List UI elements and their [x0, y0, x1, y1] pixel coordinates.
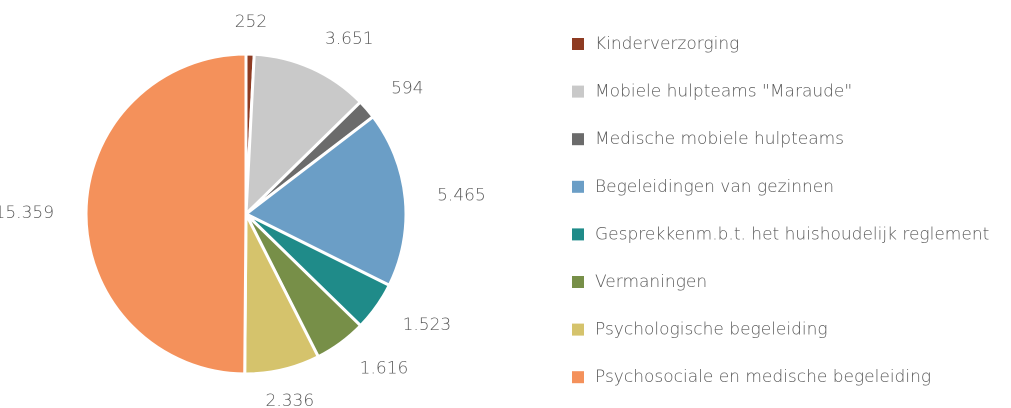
legend-swatch — [572, 85, 584, 98]
legend-swatch — [572, 133, 584, 146]
data-label: 15.359 — [0, 203, 54, 223]
legend-swatch — [572, 371, 584, 384]
data-label: 594 — [391, 78, 423, 98]
legend-label: Vermaningen — [595, 272, 707, 292]
data-label: 2.336 — [266, 391, 315, 408]
legend-label: Medische mobiele hulpteams — [595, 129, 844, 149]
legend-label: Kinderverzorging — [595, 34, 739, 54]
legend-label: Mobiele hulpteams "Maraude" — [595, 82, 852, 102]
legend-swatch — [572, 228, 584, 241]
legend-label: Gesprekkenm.b.t. het huishoudelijk regle… — [595, 224, 989, 244]
legend-swatch — [572, 276, 584, 288]
pie-slice — [243, 114, 408, 288]
data-label: 5.465 — [437, 186, 486, 206]
data-label: 3.651 — [325, 29, 374, 49]
legend-label: Psychosociale en medische begeleiding — [595, 367, 931, 387]
legend-swatch — [572, 38, 584, 50]
legend-swatch — [572, 180, 584, 193]
data-label: 252 — [235, 12, 267, 32]
legend-label: Begeleidingen van gezinnen — [595, 177, 834, 197]
legend-label: Psychologische begeleiding — [595, 320, 828, 340]
legend-swatch — [572, 323, 584, 336]
data-label: 1.523 — [403, 315, 452, 335]
pie-slice — [84, 52, 248, 376]
data-label: 1.616 — [360, 359, 409, 379]
pie-slice — [244, 52, 363, 218]
